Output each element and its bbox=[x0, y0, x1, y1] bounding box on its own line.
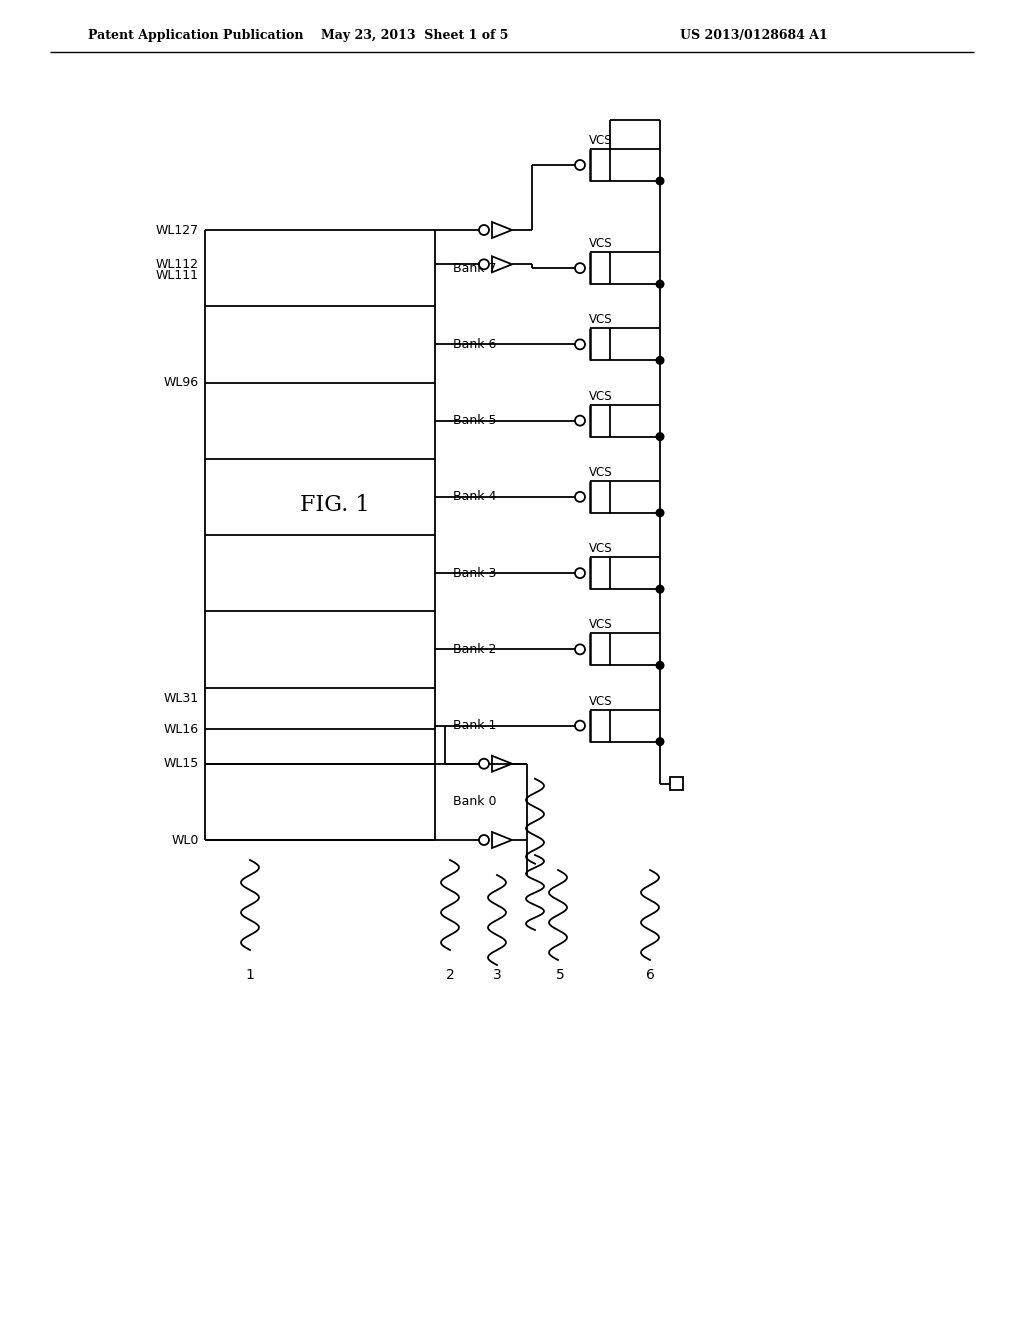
Text: Patent Application Publication: Patent Application Publication bbox=[88, 29, 303, 41]
Text: Bank 2: Bank 2 bbox=[453, 643, 497, 656]
Text: Bank 4: Bank 4 bbox=[453, 490, 497, 503]
Text: Bank 3: Bank 3 bbox=[453, 566, 497, 579]
Circle shape bbox=[575, 339, 585, 350]
Circle shape bbox=[479, 836, 489, 845]
Circle shape bbox=[575, 263, 585, 273]
Text: VCS: VCS bbox=[589, 618, 612, 631]
Text: WL15: WL15 bbox=[164, 758, 199, 771]
Text: US 2013/0128684 A1: US 2013/0128684 A1 bbox=[680, 29, 827, 41]
Circle shape bbox=[655, 356, 665, 364]
Circle shape bbox=[655, 585, 665, 594]
Circle shape bbox=[655, 508, 665, 517]
Text: May 23, 2013  Sheet 1 of 5: May 23, 2013 Sheet 1 of 5 bbox=[322, 29, 509, 41]
Circle shape bbox=[575, 568, 585, 578]
Text: VCS: VCS bbox=[589, 466, 612, 479]
Circle shape bbox=[575, 416, 585, 425]
Text: 3: 3 bbox=[493, 968, 502, 982]
Circle shape bbox=[655, 177, 665, 186]
Text: WL31: WL31 bbox=[164, 693, 199, 705]
Text: Bank 0: Bank 0 bbox=[453, 796, 497, 808]
Circle shape bbox=[655, 737, 665, 746]
Circle shape bbox=[479, 759, 489, 768]
Text: VCS: VCS bbox=[589, 313, 612, 326]
Bar bbox=[670, 777, 683, 791]
Circle shape bbox=[655, 280, 665, 289]
Circle shape bbox=[575, 160, 585, 170]
Text: WL111: WL111 bbox=[156, 269, 199, 282]
Text: WL112: WL112 bbox=[156, 257, 199, 271]
Text: FIG. 1: FIG. 1 bbox=[300, 494, 370, 516]
Text: 2: 2 bbox=[445, 968, 455, 982]
Text: Bank 5: Bank 5 bbox=[453, 414, 497, 428]
Text: Bank 7: Bank 7 bbox=[453, 261, 497, 275]
Text: VCS: VCS bbox=[589, 694, 612, 708]
Circle shape bbox=[655, 661, 665, 669]
Circle shape bbox=[655, 432, 665, 441]
Circle shape bbox=[575, 644, 585, 655]
Text: WL0: WL0 bbox=[172, 833, 199, 846]
Text: Bank 1: Bank 1 bbox=[453, 719, 497, 733]
Circle shape bbox=[479, 259, 489, 269]
Text: VCS: VCS bbox=[589, 135, 612, 147]
Text: 5: 5 bbox=[556, 968, 564, 982]
Text: 6: 6 bbox=[645, 968, 654, 982]
Text: Bank 6: Bank 6 bbox=[453, 338, 497, 351]
Text: WL96: WL96 bbox=[164, 376, 199, 389]
Circle shape bbox=[575, 721, 585, 731]
Text: WL127: WL127 bbox=[156, 223, 199, 236]
Text: WL16: WL16 bbox=[164, 723, 199, 737]
Text: VCS: VCS bbox=[589, 238, 612, 249]
Text: VCS: VCS bbox=[589, 543, 612, 556]
Text: VCS: VCS bbox=[589, 389, 612, 403]
Text: 1: 1 bbox=[246, 968, 254, 982]
Circle shape bbox=[479, 224, 489, 235]
Circle shape bbox=[575, 492, 585, 502]
